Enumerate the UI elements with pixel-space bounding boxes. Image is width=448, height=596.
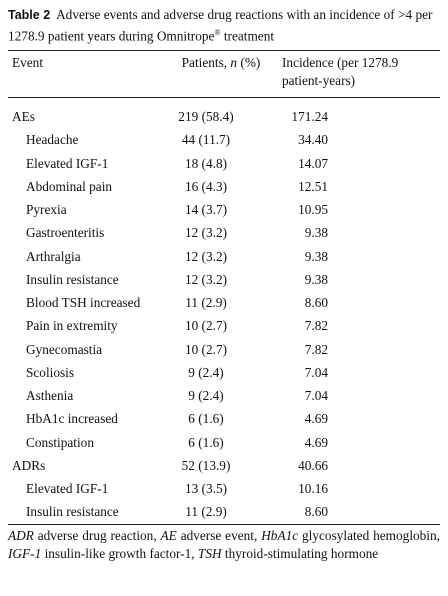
- cell-incidence: 171.24: [291, 109, 328, 124]
- cell-event: Elevated IGF-1: [26, 481, 109, 496]
- cell-patients: 6 (1.6): [188, 434, 224, 450]
- cell-incidence: 4.69: [304, 434, 328, 450]
- cell-patients: 219 (58.4): [178, 109, 234, 124]
- table-row: Gynecomastia 10 (2.7) 7.82: [8, 338, 440, 361]
- cell-patients: 52 (13.9): [181, 457, 231, 473]
- header-text: (%): [240, 55, 261, 70]
- table-row: Arthralgia 12 (3.2) 9.38: [8, 245, 440, 268]
- cell-incidence: 10.16: [298, 481, 328, 496]
- cell-event: Blood TSH increased: [26, 295, 141, 310]
- table-row: Gastroenteritis 12 (3.2) 9.38: [8, 221, 440, 244]
- abbr-def: insulin-like growth factor-1,: [44, 546, 195, 561]
- abbr-def: adverse drug reaction,: [37, 528, 157, 543]
- header-text: Patients,: [181, 55, 228, 70]
- cell-incidence: 4.69: [304, 411, 328, 427]
- cell-event: Elevated IGF-1: [26, 155, 109, 171]
- cell-patients: 9 (2.4): [188, 388, 224, 403]
- abbr-def: glycosylated hemoglobin,: [302, 528, 440, 543]
- cell-patients: 18 (4.8): [184, 155, 228, 171]
- table-row: Elevated IGF-1 13 (3.5) 10.16: [8, 477, 440, 500]
- table-header: Event Patients, n (%) Incidence (per 127…: [8, 54, 440, 94]
- cell-patients: 11 (2.9): [185, 295, 227, 310]
- cell-event: Gastroenteritis: [26, 225, 105, 241]
- cell-incidence: 40.66: [298, 457, 328, 473]
- cell-event: Asthenia: [26, 388, 74, 403]
- caption-label: Table 2: [8, 8, 51, 22]
- cell-event: Arthralgia: [26, 248, 81, 264]
- header-text: n: [230, 55, 238, 70]
- cell-patients: 16 (4.3): [184, 178, 228, 194]
- table-row: Elevated IGF-1 18 (4.8) 14.07: [8, 152, 440, 175]
- caption-text: Adverse events and adverse drug reaction…: [8, 7, 433, 44]
- abbr: ADR: [8, 528, 34, 543]
- cell-event: Headache: [26, 132, 79, 148]
- table-row: Insulin resistance 11 (2.9) 8.60: [8, 500, 440, 523]
- cell-event: Insulin resistance: [26, 271, 119, 287]
- cell-patients: 14 (3.7): [184, 202, 228, 217]
- abbr: IGF-1: [8, 546, 42, 561]
- cell-incidence: 10.95: [298, 202, 328, 217]
- table-row: Headache 44 (11.7) 34.40: [8, 128, 440, 151]
- cell-incidence: 7.82: [304, 341, 328, 357]
- cell-event: AEs: [12, 109, 35, 124]
- cell-incidence: 7.04: [304, 388, 328, 403]
- header-rule: [8, 97, 440, 98]
- cell-patients: 12 (3.2): [184, 271, 228, 287]
- table-row: Scoliosis 9 (2.4) 7.04: [8, 361, 440, 384]
- cell-patients: 12 (3.2): [184, 225, 228, 241]
- cell-incidence: 9.38: [304, 225, 328, 241]
- top-rule: [8, 50, 440, 51]
- table-row: AEs 219 (58.4) 171.24: [8, 105, 440, 128]
- abbr: HbA1c: [261, 528, 299, 543]
- cell-event: ADRs: [12, 457, 46, 473]
- cell-incidence: 34.40: [298, 132, 328, 148]
- header-incidence: Incidence (per 1278.9 patient-years): [282, 55, 399, 88]
- table-row: HbA1c increased 6 (1.6) 4.69: [8, 407, 440, 430]
- caption-mark: ®: [214, 28, 221, 37]
- cell-patients: 6 (1.6): [188, 411, 224, 427]
- cell-patients: 11 (2.9): [185, 504, 227, 520]
- cell-patients: 10 (2.7): [184, 341, 228, 357]
- abbr: TSH: [197, 546, 222, 561]
- table-row: Pyrexia 14 (3.7) 10.95: [8, 198, 440, 221]
- cell-incidence: 12.51: [298, 178, 328, 194]
- cell-incidence: 7.04: [304, 364, 328, 380]
- table-row: Constipation 6 (1.6) 4.69: [8, 431, 440, 454]
- cell-event: Scoliosis: [26, 364, 75, 380]
- abbr-def: thyroid-stimulating hormone: [224, 546, 379, 561]
- cell-event: Insulin resistance: [26, 504, 119, 520]
- abbr-def: adverse event,: [180, 528, 258, 543]
- cell-patients: 10 (2.7): [184, 318, 228, 334]
- header-event: Event: [12, 55, 44, 70]
- header-patients: Patients, n (%): [166, 54, 276, 72]
- table-row: Asthenia 9 (2.4) 7.04: [8, 384, 440, 407]
- footnote: ADR adverse drug reaction, AE adverse ev…: [8, 527, 440, 563]
- cell-patients: 9 (2.4): [188, 364, 224, 380]
- table-row: Blood TSH increased 11 (2.9) 8.60: [8, 291, 440, 314]
- cell-incidence: 9.38: [304, 248, 328, 264]
- table-row: Abdominal pain 16 (4.3) 12.51: [8, 175, 440, 198]
- table-caption: Table 2 Adverse events and adverse drug …: [8, 6, 440, 45]
- cell-event: Gynecomastia: [26, 341, 103, 357]
- bottom-rule: [8, 524, 440, 525]
- cell-incidence: 14.07: [298, 155, 328, 171]
- cell-event: Pain in extremity: [26, 318, 118, 334]
- cell-incidence: 7.82: [304, 318, 328, 334]
- table-row: ADRs 52 (13.9) 40.66: [8, 454, 440, 477]
- cell-incidence: 8.60: [304, 295, 328, 310]
- cell-event: Constipation: [26, 434, 94, 450]
- cell-incidence: 9.38: [304, 271, 328, 287]
- cell-patients: 44 (11.7): [181, 132, 231, 148]
- table-row: Pain in extremity 10 (2.7) 7.82: [8, 314, 440, 337]
- abbr: AE: [160, 528, 177, 543]
- cell-event: HbA1c increased: [26, 411, 118, 427]
- caption-suffix: treatment: [223, 28, 275, 44]
- cell-event: Abdominal pain: [26, 178, 113, 194]
- cell-patients: 12 (3.2): [184, 248, 228, 264]
- cell-event: Pyrexia: [26, 202, 67, 217]
- cell-patients: 13 (3.5): [184, 481, 228, 496]
- table-row: Insulin resistance 12 (3.2) 9.38: [8, 268, 440, 291]
- cell-incidence: 8.60: [304, 504, 328, 520]
